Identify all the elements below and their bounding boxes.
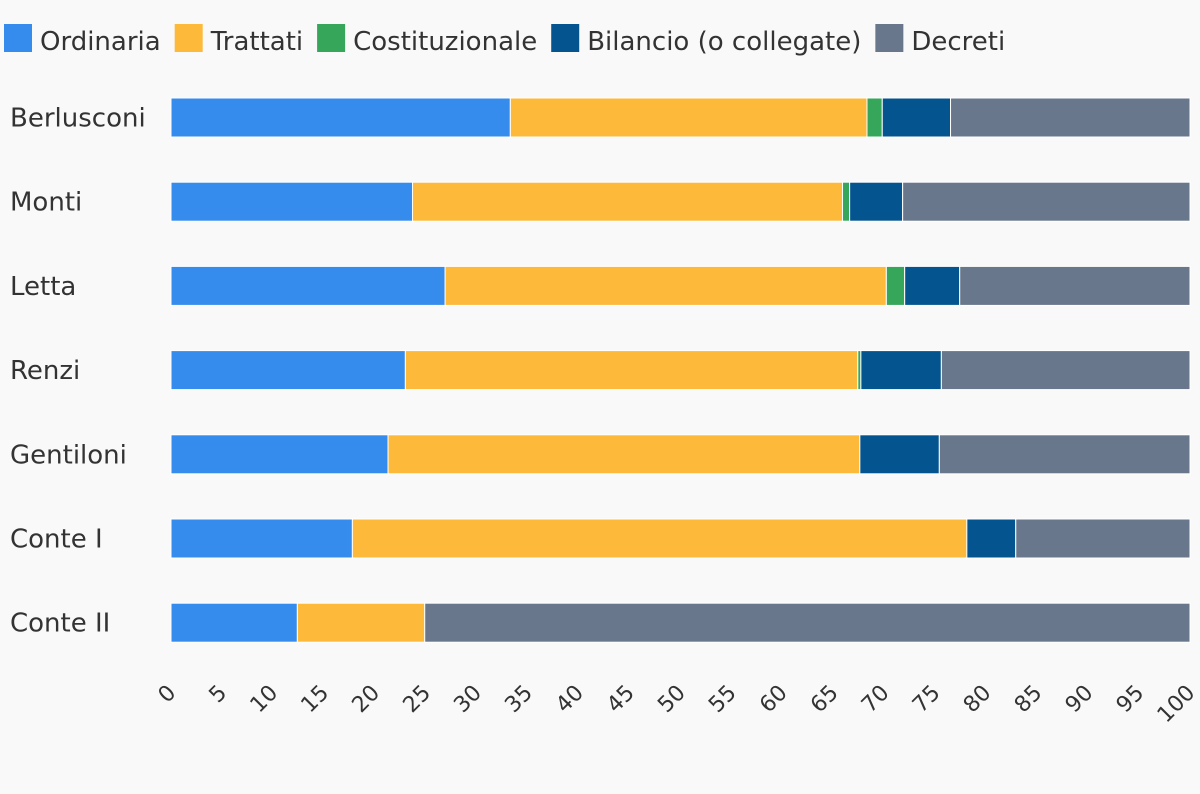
category-label-berlusconi: Berlusconi xyxy=(10,104,146,134)
x-tick-label: 15 xyxy=(297,681,334,718)
bar-segment-renzi-trattati xyxy=(404,350,859,391)
bar-segment-letta-costituzionale xyxy=(885,265,906,306)
x-tick-label: 25 xyxy=(399,681,436,718)
bar-segment-renzi-ordinaria xyxy=(170,350,406,391)
legend: Ordinaria Trattati Costituzionale Bilancio … xyxy=(4,24,1005,57)
legend-swatch-bilancio-o-collegate xyxy=(551,24,580,52)
bar-segment-gentiloni-trattati xyxy=(387,434,861,475)
bar-segment-conte-ii-decreti xyxy=(424,602,1191,643)
x-tick-label: 90 xyxy=(1061,681,1098,718)
bar-segment-renzi-bilancio-o-collegate xyxy=(860,350,942,391)
x-tick-label: 10 xyxy=(246,681,283,718)
bar-segment-gentiloni-decreti xyxy=(938,434,1191,475)
legend-label-trattati: Trattati xyxy=(210,27,303,57)
bar-segment-conte-i-ordinaria xyxy=(170,518,353,559)
legend-swatch-decreti xyxy=(875,24,904,52)
legend-label-bilancio-o-collegate: Bilancio (o collegate) xyxy=(587,27,861,57)
x-tick-label: 70 xyxy=(857,681,894,718)
legend-label-costituzionale: Costituzionale xyxy=(353,27,537,57)
x-tick-label: 85 xyxy=(1010,681,1047,718)
bar-segment-conte-ii-trattati xyxy=(296,602,426,643)
bar-segment-berlusconi-costituzionale xyxy=(866,97,883,138)
category-label-conte-ii: Conte II xyxy=(10,609,110,639)
bar-segment-gentiloni-bilancio-o-collegate xyxy=(859,434,940,475)
bar-segment-monti-ordinaria xyxy=(170,181,413,222)
category-label-letta: Letta xyxy=(10,272,76,302)
x-tick-label: 80 xyxy=(959,681,996,718)
x-tick-label: 55 xyxy=(704,681,741,718)
bar-segment-monti-bilancio-o-collegate xyxy=(849,181,904,222)
bar-segment-berlusconi-ordinaria xyxy=(170,97,511,138)
x-tick-label: 40 xyxy=(551,681,588,718)
x-tick-label: 45 xyxy=(602,681,639,718)
x-tick-label: 60 xyxy=(755,681,792,718)
x-tick-label: 20 xyxy=(348,681,385,718)
legend-swatch-ordinaria xyxy=(4,24,32,52)
bar-segment-berlusconi-decreti xyxy=(950,97,1191,138)
x-tick-label: 35 xyxy=(500,681,537,718)
bar-segment-conte-i-decreti xyxy=(1015,518,1191,559)
x-tick-label: 100 xyxy=(1153,681,1200,728)
x-tick-label: 95 xyxy=(1112,681,1149,718)
x-tick-label: 30 xyxy=(449,681,486,718)
bar-segment-letta-bilancio-o-collegate xyxy=(904,265,961,306)
bar-segment-renzi-decreti xyxy=(940,350,1191,391)
bar-segment-letta-decreti xyxy=(959,265,1191,306)
category-axis: Berlusconi Monti Letta Renzi Gentiloni Conte … xyxy=(10,104,146,639)
plot-area xyxy=(170,97,1191,643)
bar-segment-conte-i-bilancio-o-collegate xyxy=(966,518,1017,559)
value-axis: 0 5 10 15 20 25 30 35 40 45 50 55 60 65 70 75 80 85 90 95 10… xyxy=(154,681,1200,728)
bar-segment-conte-i-trattati xyxy=(351,518,968,559)
x-tick-label: 75 xyxy=(908,681,945,718)
legend-label-decreti: Decreti xyxy=(911,27,1005,57)
category-label-renzi: Renzi xyxy=(10,356,80,386)
x-tick-label: 0 xyxy=(154,681,182,709)
bar-segment-monti-trattati xyxy=(412,181,844,222)
bar-segment-monti-costituzionale xyxy=(842,181,851,222)
category-label-conte-i: Conte I xyxy=(10,525,103,555)
bar-segment-berlusconi-trattati xyxy=(509,97,868,138)
bar-segment-berlusconi-bilancio-o-collegate xyxy=(881,97,952,138)
bar-segment-gentiloni-ordinaria xyxy=(170,434,389,475)
bar-segment-conte-ii-ordinaria xyxy=(170,602,298,643)
category-label-gentiloni: Gentiloni xyxy=(10,440,127,470)
legend-swatch-costituzionale xyxy=(317,24,346,52)
x-tick-label: 65 xyxy=(806,681,843,718)
bar-segment-monti-decreti xyxy=(902,181,1191,222)
category-label-monti: Monti xyxy=(10,188,82,218)
legend-label-ordinaria: Ordinaria xyxy=(40,27,161,57)
x-tick-label: 5 xyxy=(205,681,233,709)
legend-swatch-trattati xyxy=(174,24,203,52)
bar-segment-letta-trattati xyxy=(444,265,887,306)
bar-segment-letta-ordinaria xyxy=(170,265,446,306)
x-tick-label: 50 xyxy=(653,681,690,718)
